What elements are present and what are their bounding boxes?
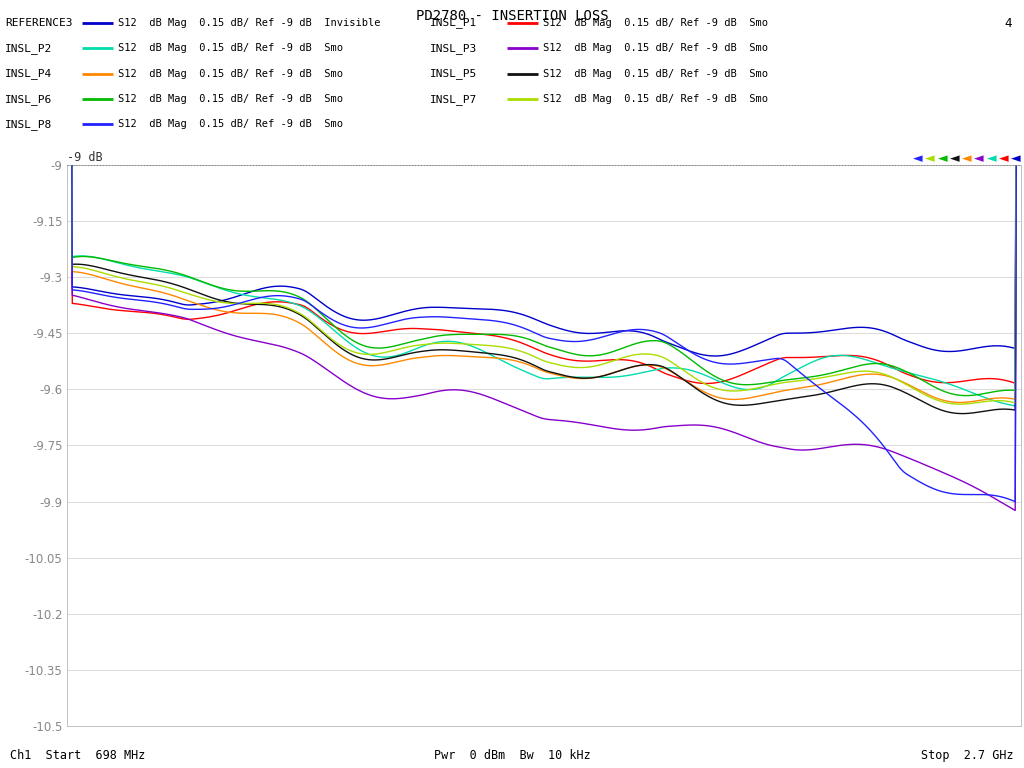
Text: S12  dB Mag  0.15 dB/ Ref -9 dB  Smo: S12 dB Mag 0.15 dB/ Ref -9 dB Smo [118,43,343,54]
Text: S12  dB Mag  0.15 dB/ Ref -9 dB  Smo: S12 dB Mag 0.15 dB/ Ref -9 dB Smo [543,94,768,104]
Text: ◄: ◄ [963,153,972,165]
Text: INSL_P6: INSL_P6 [5,94,52,104]
Text: INSL_P1: INSL_P1 [430,18,477,28]
Text: S12  dB Mag  0.15 dB/ Ref -9 dB  Smo: S12 dB Mag 0.15 dB/ Ref -9 dB Smo [543,18,768,28]
Text: INSL_P3: INSL_P3 [430,43,477,54]
Text: S12  dB Mag  0.15 dB/ Ref -9 dB  Smo: S12 dB Mag 0.15 dB/ Ref -9 dB Smo [543,43,768,54]
Text: INSL_P5: INSL_P5 [430,68,477,79]
Text: Pwr  0 dBm  Bw  10 kHz: Pwr 0 dBm Bw 10 kHz [433,749,591,762]
Text: ◄: ◄ [975,153,984,165]
Text: INSL_P8: INSL_P8 [5,119,52,130]
Text: S12  dB Mag  0.15 dB/ Ref -9 dB  Smo: S12 dB Mag 0.15 dB/ Ref -9 dB Smo [118,68,343,79]
Text: INSL_P2: INSL_P2 [5,43,52,54]
Text: ◄: ◄ [950,153,959,165]
Text: ◄: ◄ [913,153,923,165]
Text: REFERENCE3: REFERENCE3 [5,18,73,28]
Text: S12  dB Mag  0.15 dB/ Ref -9 dB  Smo: S12 dB Mag 0.15 dB/ Ref -9 dB Smo [118,119,343,130]
Text: Ch1  Start  698 MHz: Ch1 Start 698 MHz [10,749,145,762]
Text: INSL_P4: INSL_P4 [5,68,52,79]
Text: 4: 4 [1005,17,1012,29]
Text: ◄: ◄ [987,153,996,165]
Text: ◄: ◄ [938,153,947,165]
Text: S12  dB Mag  0.15 dB/ Ref -9 dB  Smo: S12 dB Mag 0.15 dB/ Ref -9 dB Smo [543,68,768,79]
Text: Stop  2.7 GHz: Stop 2.7 GHz [922,749,1014,762]
Text: S12  dB Mag  0.15 dB/ Ref -9 dB  Invisible: S12 dB Mag 0.15 dB/ Ref -9 dB Invisible [118,18,380,28]
Text: PD2780 - INSERTION LOSS: PD2780 - INSERTION LOSS [416,9,608,23]
Text: ◄: ◄ [926,153,935,165]
Text: INSL_P7: INSL_P7 [430,94,477,104]
Text: ◄: ◄ [1012,153,1021,165]
Text: -9 dB: -9 dB [67,151,102,164]
Text: ◄: ◄ [999,153,1009,165]
Text: S12  dB Mag  0.15 dB/ Ref -9 dB  Smo: S12 dB Mag 0.15 dB/ Ref -9 dB Smo [118,94,343,104]
